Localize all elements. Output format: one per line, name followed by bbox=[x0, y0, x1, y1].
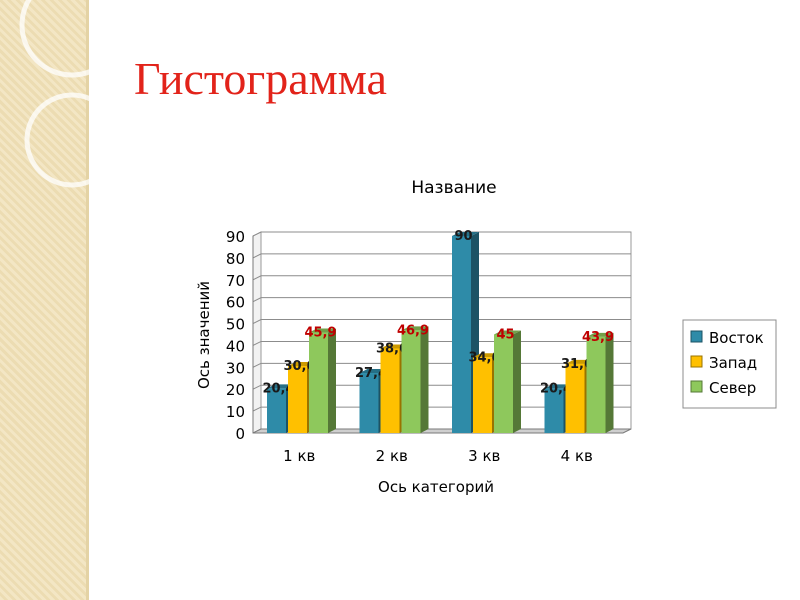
bar bbox=[565, 363, 585, 433]
bar-top bbox=[544, 384, 572, 389]
decorative-circles bbox=[19, 0, 120, 188]
bar bbox=[288, 366, 307, 433]
bar bbox=[359, 373, 379, 433]
data-label: 46,9 bbox=[397, 323, 429, 338]
plot-area: 0 10 20 30 40 50 60 70 80 90 20,4 30,6 45,9 1 кв 27,4 3… bbox=[226, 228, 632, 465]
bar-side bbox=[420, 326, 429, 433]
bar bbox=[452, 236, 471, 433]
bar-top bbox=[494, 330, 521, 335]
y-tick-label: 20 bbox=[226, 381, 245, 399]
legend-label: Север bbox=[709, 379, 756, 397]
data-label: 30,6 bbox=[283, 359, 315, 374]
y-tick-label: 40 bbox=[226, 337, 245, 355]
y-tick-label: 50 bbox=[226, 316, 245, 334]
data-label: 43,9 bbox=[582, 330, 614, 345]
data-label: 38,6 bbox=[376, 342, 408, 357]
gridline bbox=[252, 231, 631, 237]
bar bbox=[473, 357, 492, 433]
bar bbox=[544, 388, 564, 433]
bar bbox=[309, 332, 328, 433]
bar-side bbox=[513, 330, 521, 433]
gridline bbox=[252, 297, 631, 303]
data-label: 27,4 bbox=[355, 366, 387, 381]
y-tick-label: 90 bbox=[226, 228, 245, 246]
legend: Восток Запад Север bbox=[682, 319, 777, 409]
y-tick-label: 80 bbox=[226, 250, 245, 268]
legend-swatch bbox=[690, 355, 703, 368]
bar-top bbox=[309, 328, 336, 333]
bar bbox=[401, 330, 421, 433]
gridline bbox=[252, 253, 631, 259]
x-tick-label: 1 кв bbox=[283, 447, 315, 465]
data-label: 20,4 bbox=[262, 381, 294, 396]
plot-side-wall bbox=[252, 231, 262, 434]
data-label: 90 bbox=[454, 229, 472, 244]
bar bbox=[494, 334, 513, 433]
legend-label: Восток bbox=[709, 329, 764, 347]
bar-top bbox=[267, 384, 294, 389]
bar-top bbox=[565, 359, 593, 364]
decorative-side-band bbox=[0, 0, 86, 600]
data-label: 45,9 bbox=[304, 326, 336, 341]
slide-title: Гистограмма bbox=[134, 53, 387, 104]
bar-top bbox=[473, 353, 500, 358]
y-tick-label: 70 bbox=[226, 272, 245, 290]
bar-top bbox=[380, 344, 408, 349]
legend-swatch bbox=[690, 330, 703, 343]
data-label: 20,4 bbox=[540, 381, 572, 396]
bar-side bbox=[328, 328, 336, 433]
y-tick-label: 0 bbox=[235, 425, 245, 443]
bar-top bbox=[359, 369, 387, 374]
bar-side bbox=[605, 332, 614, 433]
data-label: 34,6 bbox=[468, 350, 500, 365]
decorative-side-line bbox=[86, 0, 89, 600]
bar bbox=[586, 336, 606, 433]
bar-top bbox=[401, 326, 429, 331]
gridline bbox=[252, 319, 631, 325]
x-tick-label: 4 кв bbox=[561, 447, 593, 465]
y-tick-label: 30 bbox=[226, 359, 245, 377]
bar bbox=[380, 348, 400, 433]
bar-top bbox=[452, 232, 479, 236]
chart-title: Название bbox=[411, 178, 496, 198]
y-axis-label: Ось значений bbox=[195, 281, 213, 389]
bar-top bbox=[586, 332, 614, 337]
gridline bbox=[252, 275, 631, 281]
data-label: 45 bbox=[496, 328, 514, 343]
y-tick-label: 10 bbox=[226, 403, 245, 421]
x-tick-label: 3 кв bbox=[468, 447, 500, 465]
legend-swatch bbox=[690, 380, 703, 393]
bar-top bbox=[288, 362, 315, 367]
bar bbox=[267, 388, 286, 433]
data-label: 31,6 bbox=[561, 357, 593, 372]
x-axis-label: Ось категорий bbox=[378, 478, 494, 496]
legend-label: Запад bbox=[709, 354, 757, 372]
y-tick-label: 60 bbox=[226, 294, 245, 312]
x-tick-label: 2 кв bbox=[376, 447, 408, 465]
